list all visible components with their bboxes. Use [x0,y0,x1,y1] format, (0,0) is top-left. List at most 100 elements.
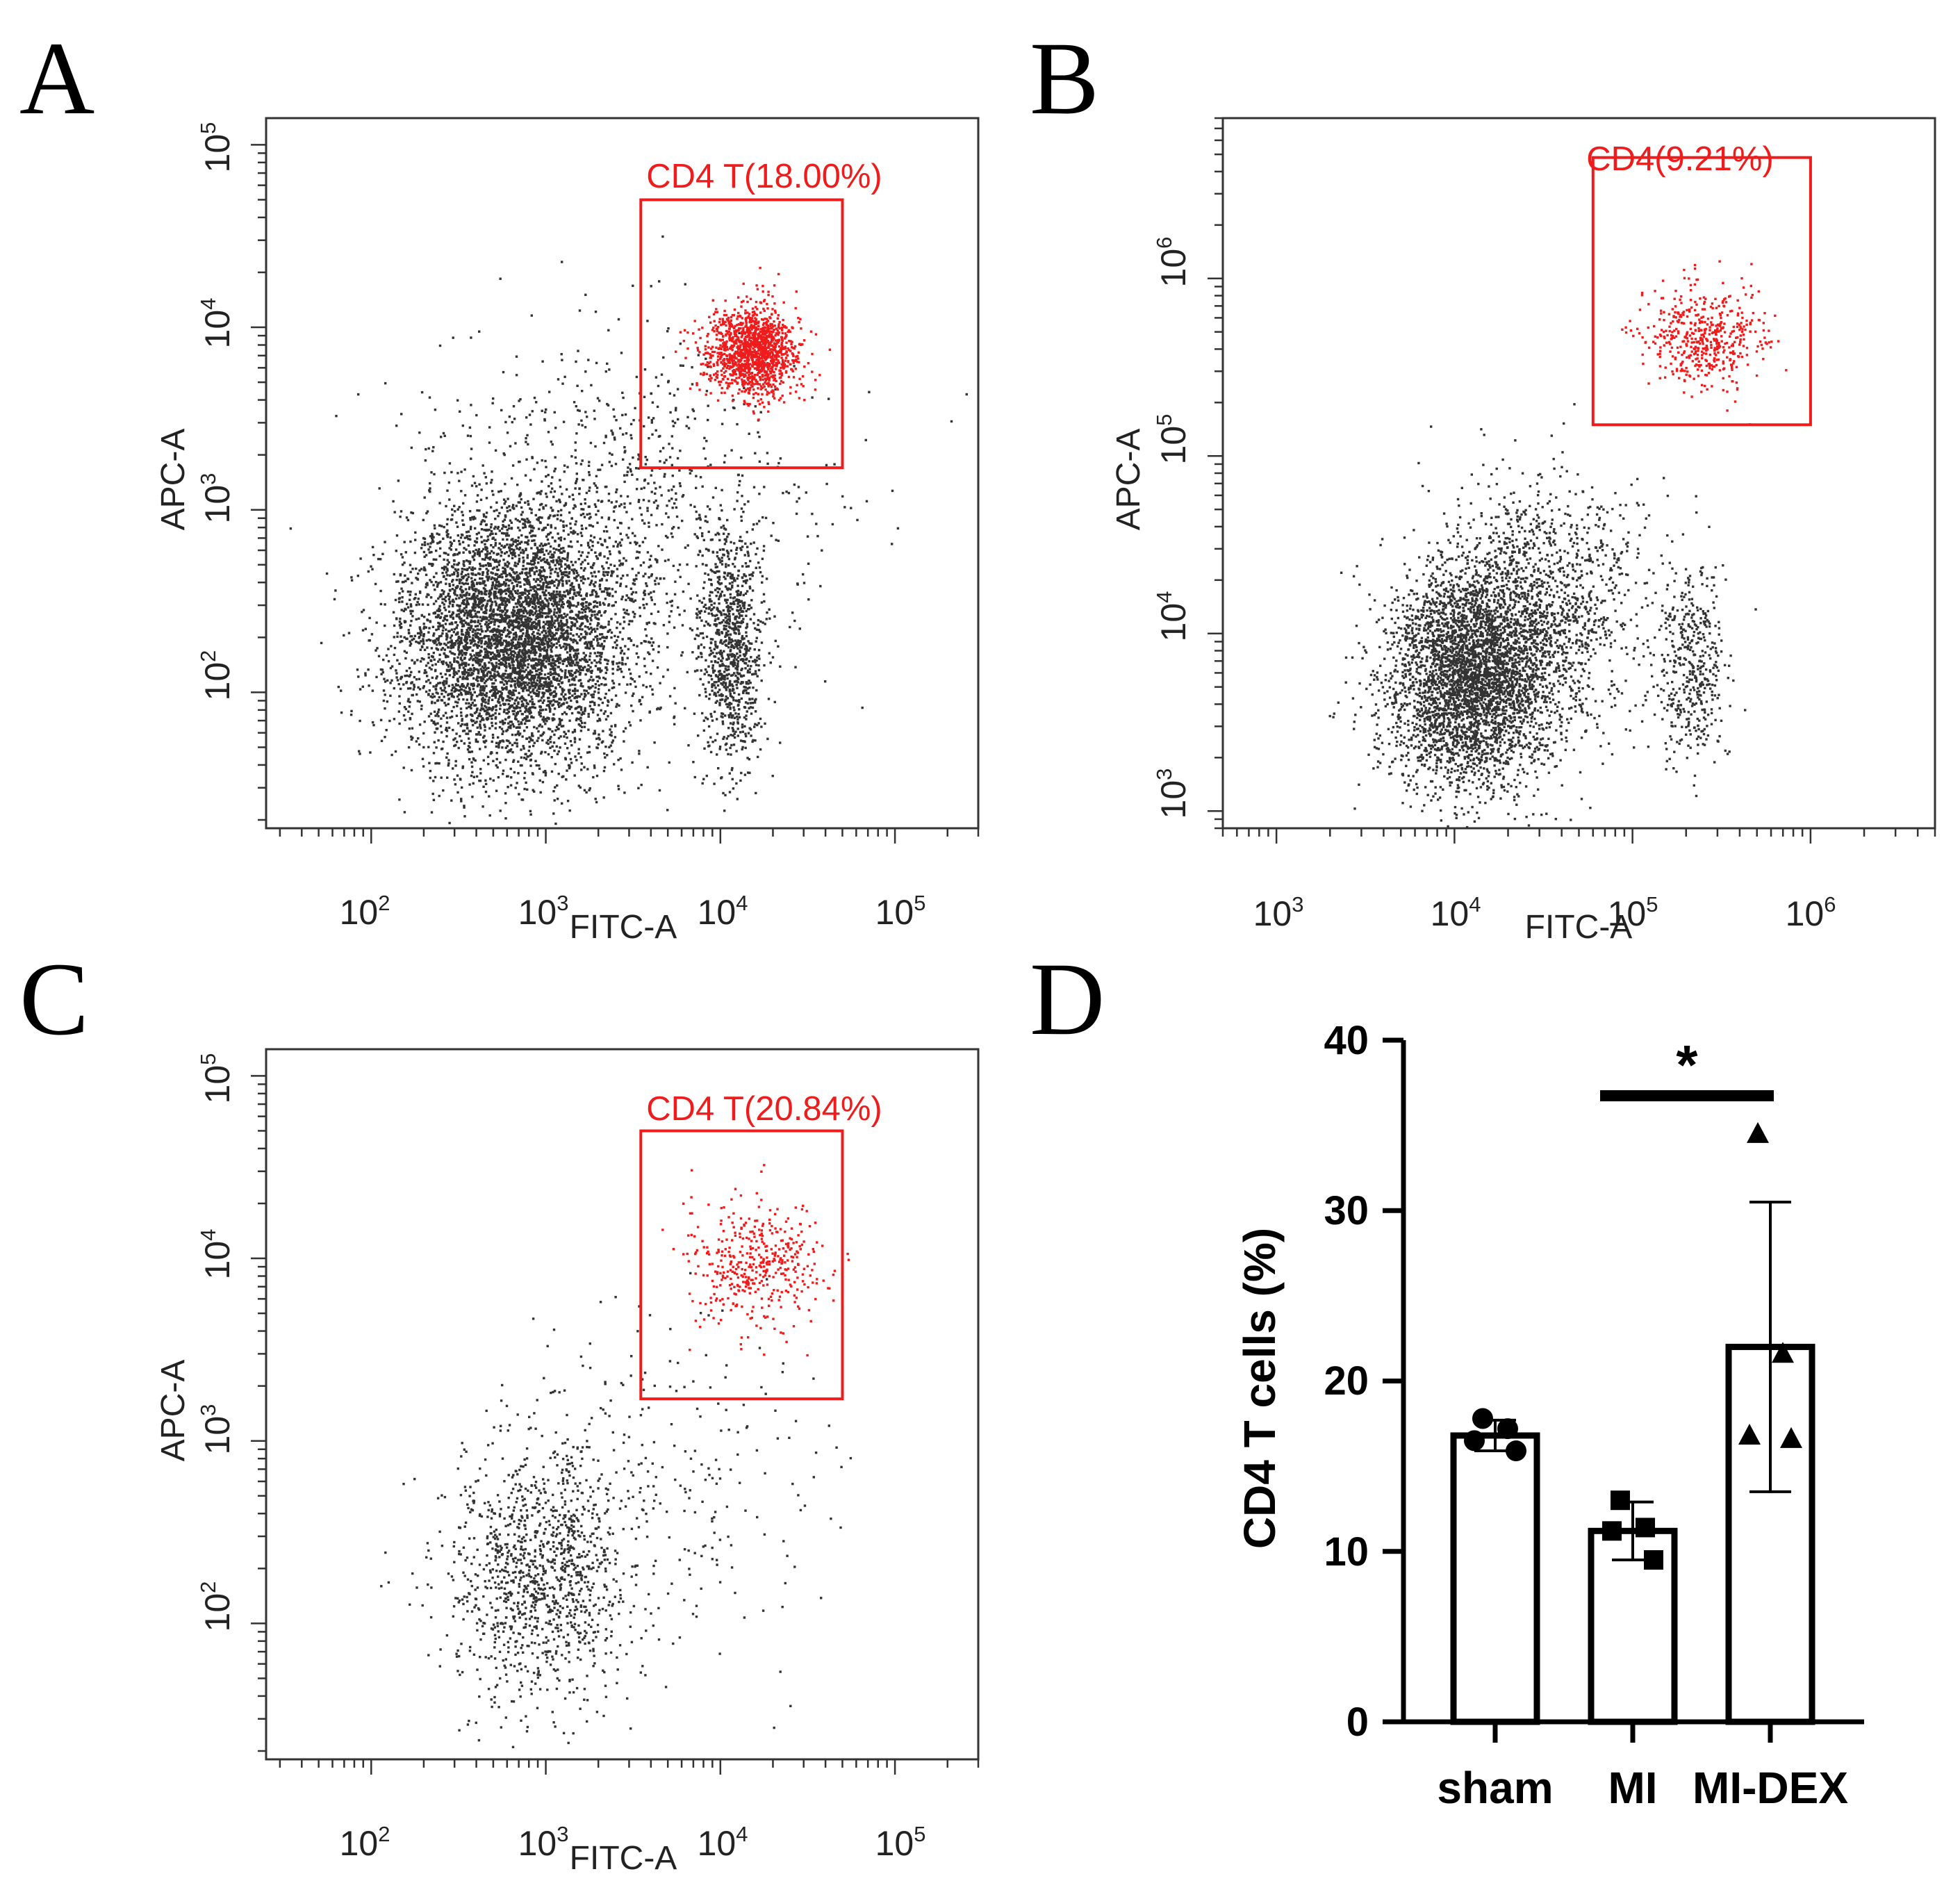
event-dot-a [586,626,589,629]
event-dot-a [443,642,446,646]
event-dot-a [416,577,419,580]
event-dot-a [443,648,446,651]
event-dot-a [577,661,579,664]
event-dot-a [621,638,624,641]
event-dot-a [520,695,524,698]
event-dot-a [451,508,454,511]
event-dot-a [502,769,505,772]
event-dot-a [536,689,538,692]
event-dot-a [533,666,536,670]
event-dot-a [574,625,577,627]
event-dot-a [545,680,547,683]
event-dot-a [501,641,504,645]
event-dot-a [458,650,461,653]
event-dot-a [484,682,486,684]
event-dot-a [611,680,614,682]
event-dot-a [413,662,416,665]
event-dot-a [514,717,517,720]
event-dot-a [579,786,582,789]
event-dot-a [552,659,554,661]
event-dot-a [464,582,468,585]
event-dot-a [568,684,572,687]
event-dot-a [471,649,474,652]
event-dot-a [566,600,570,602]
event-dot-a [479,709,482,712]
event-dot-a [504,680,507,682]
event-dot-a [618,631,622,634]
event-dot-a [555,578,558,582]
event-dot-a [488,639,492,641]
event-dot-a [367,668,370,671]
event-dot-a [471,693,474,696]
event-dot-a [411,737,414,739]
event-dot-a [648,566,650,568]
event-dot-a [547,605,550,608]
event-dot-a [549,532,552,534]
event-dot-a [640,642,643,645]
event-dot-a [538,643,541,646]
event-dot-a [504,584,507,587]
event-dot-a [474,517,477,520]
event-dot-a [494,560,497,564]
event-dot-a [484,655,486,657]
event-dot-a [570,648,573,651]
event-dot-a [583,789,586,791]
event-dot-a [608,746,611,749]
event-dot-a [543,634,545,637]
event-dot-a [369,751,372,754]
event-dot-a [514,787,517,789]
event-dot-a [416,600,419,604]
event-dot-a [610,636,613,639]
event-dot-a [529,764,532,767]
event-dot-a [518,723,520,726]
event-dot-a [647,651,650,654]
event-dot-a [514,699,517,702]
event-dot-a [604,539,607,541]
event-dot-a [540,566,543,569]
event-dot-a [554,456,557,459]
event-dot-a [648,521,650,525]
event-dot-a [475,541,478,544]
event-dot-a [579,668,582,671]
event-dot-a [428,627,431,630]
event-dot-a [550,770,554,773]
event-dot-a [538,636,541,640]
event-dot-a [526,643,529,646]
event-dot-a [624,727,627,730]
event-dot-a [518,734,520,737]
event-dot-a [526,562,529,565]
event-dot-a [496,643,500,646]
event-dot-a [507,584,510,587]
event-dot-a [406,518,410,522]
event-dot-a [427,693,430,696]
event-dot-a [465,548,468,551]
event-dot-a [448,674,452,677]
event-dot-a [587,692,590,695]
event-dot-a [489,616,492,618]
event-dot-a [568,572,570,575]
event-dot-a [584,692,586,696]
event-dot-a [580,682,583,685]
event-dot-a [553,622,556,625]
event-dot-a [432,575,436,579]
event-dot-a [544,623,547,625]
event-dot-a [502,630,505,634]
event-dot-a [662,624,666,627]
event-dot-a [480,520,483,523]
event-dot-a [424,669,427,672]
event-dot-a [515,645,518,648]
event-dot-a [593,730,596,732]
event-dot-a [417,598,420,600]
event-dot-a [528,740,531,743]
event-dot-a [544,723,547,725]
event-dot-a [525,681,527,684]
event-dot-a [452,667,456,670]
event-dot-a [502,675,504,677]
event-dot-a [560,725,563,727]
event-dot-a [547,700,550,702]
event-dot-a [595,617,598,620]
event-dot-a [573,664,577,666]
event-dot-a [529,737,532,740]
event-dot-a [464,677,467,680]
event-dot-a [499,704,502,707]
